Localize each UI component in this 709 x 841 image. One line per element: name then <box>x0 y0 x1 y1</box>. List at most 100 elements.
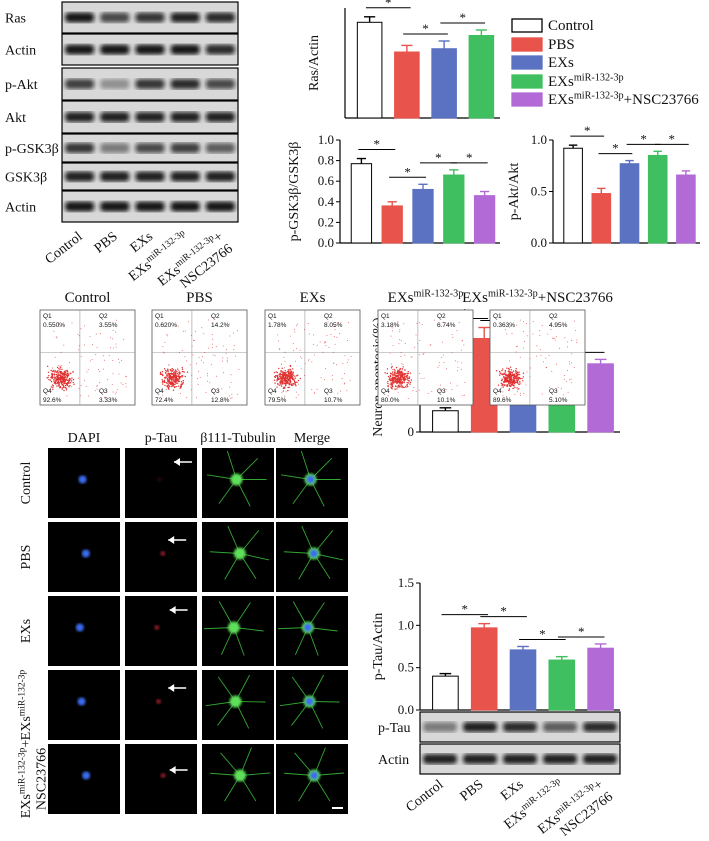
event-dot <box>568 361 570 363</box>
blot-band <box>170 143 200 153</box>
flow-panel: EXs Q1 1.78% Q2 8.05% Q3 10.7% Q4 79.5% <box>264 290 361 406</box>
event-dot <box>399 367 401 370</box>
event-dot <box>114 393 116 395</box>
label-text: EXs <box>19 619 34 643</box>
event-dot <box>401 369 403 371</box>
event-dot <box>96 388 98 390</box>
event-dot <box>210 364 212 366</box>
blot-band <box>205 112 235 122</box>
event-dot <box>63 374 65 376</box>
event-dot <box>304 363 306 365</box>
event-dot <box>274 375 277 377</box>
label-text: PBS <box>458 777 487 804</box>
event-dot <box>107 379 109 381</box>
micrograph <box>125 522 197 592</box>
event-dot <box>300 356 302 358</box>
blot-band <box>100 12 130 23</box>
bar-chart: 0.0 0.5 1.0 p-Akt/Akt * * * * <box>507 123 700 250</box>
event-dot <box>439 389 441 391</box>
event-dot <box>461 349 463 351</box>
event-dot <box>419 373 421 375</box>
event-dot <box>166 370 168 372</box>
event-dot <box>506 385 508 387</box>
event-dot <box>410 379 413 381</box>
label-text: PBS <box>92 229 121 256</box>
event-dot <box>57 373 59 375</box>
event-dot <box>389 377 391 379</box>
event-dot <box>339 390 341 392</box>
y-tick-label: 1.0 <box>398 617 414 632</box>
lane-label: Control <box>43 229 86 267</box>
event-dot <box>386 368 389 370</box>
event-dot <box>545 367 547 369</box>
event-dot <box>231 397 233 399</box>
event-dot <box>179 393 181 395</box>
label: EXs <box>498 777 526 804</box>
event-dot <box>66 377 68 379</box>
event-dot <box>115 343 117 345</box>
quadrant-percent: 14.2% <box>211 322 230 329</box>
event-dot <box>540 354 542 356</box>
event-dot <box>545 357 547 359</box>
event-dot <box>184 356 186 358</box>
bar <box>548 659 576 711</box>
event-dot <box>67 376 69 378</box>
event-dot <box>174 377 176 379</box>
event-dot <box>454 360 456 362</box>
event-dot <box>58 383 60 386</box>
event-dot <box>211 343 213 345</box>
event-dot <box>51 377 54 379</box>
event-dot <box>442 354 444 356</box>
event-dot <box>297 394 299 396</box>
event-dot <box>319 341 321 343</box>
event-dot <box>396 375 399 378</box>
nucleus <box>306 475 315 484</box>
event-dot <box>56 366 59 369</box>
event-dot <box>95 354 97 356</box>
event-dot <box>59 378 62 380</box>
label: Control <box>43 229 86 267</box>
event-dot <box>283 367 285 369</box>
label: Control <box>65 290 111 306</box>
event-dot <box>413 386 415 388</box>
event-dot <box>67 381 70 384</box>
event-dot <box>50 377 52 379</box>
event-dot <box>170 382 172 384</box>
error-bar <box>653 150 662 156</box>
event-dot <box>167 384 169 386</box>
event-dot <box>290 370 292 373</box>
event-dot <box>557 386 559 388</box>
event-dot <box>399 329 401 331</box>
event-dot <box>410 356 412 358</box>
event-dot <box>513 384 515 386</box>
event-dot <box>283 356 285 358</box>
event-dot <box>347 359 349 361</box>
event-dot <box>398 380 401 383</box>
event-dot <box>521 377 523 380</box>
event-dot <box>556 363 558 365</box>
event-dot <box>552 338 554 340</box>
error-bar <box>449 169 459 176</box>
event-dot <box>103 368 105 370</box>
ptau-signal <box>157 477 163 482</box>
event-dot <box>57 371 59 374</box>
event-dot <box>403 377 405 380</box>
event-dot <box>183 371 185 373</box>
event-dot <box>112 359 114 361</box>
event-dot <box>516 373 518 375</box>
event-dot <box>290 381 292 383</box>
event-dot <box>502 368 504 370</box>
event-dot <box>168 380 171 382</box>
event-dot <box>510 383 512 385</box>
blot-band <box>463 754 497 764</box>
event-dot <box>407 377 409 380</box>
event-dot <box>61 376 63 378</box>
event-dot <box>311 361 313 363</box>
event-dot <box>404 354 406 356</box>
event-dot <box>53 369 55 372</box>
event-dot <box>226 349 228 351</box>
micrograph <box>125 448 197 518</box>
event-dot <box>405 386 407 388</box>
event-dot <box>59 368 61 370</box>
event-dot <box>286 382 289 385</box>
